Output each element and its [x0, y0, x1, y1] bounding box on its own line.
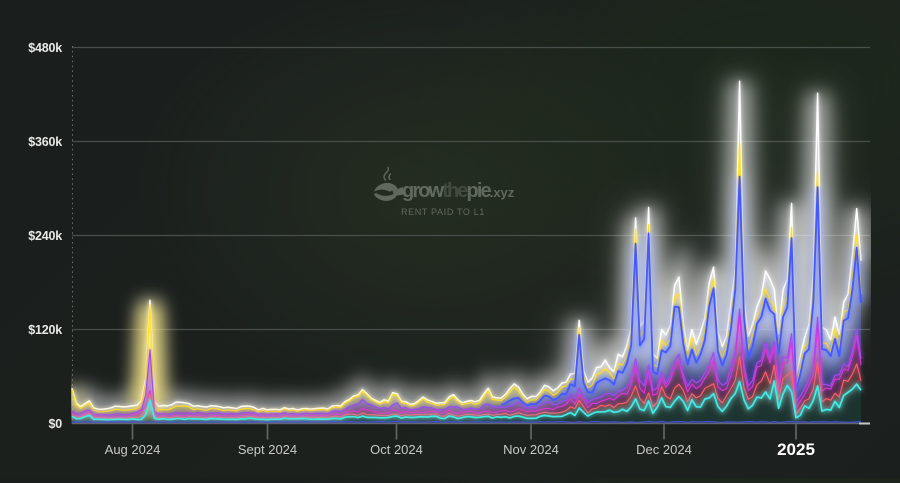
svg-text:Aug 2024: Aug 2024 [105, 442, 161, 457]
svg-text:$0: $0 [48, 417, 62, 431]
svg-text:growthepie.xyz: growthepie.xyz [402, 180, 515, 202]
svg-text:$240k: $240k [28, 229, 62, 243]
svg-text:$360k: $360k [28, 135, 62, 149]
svg-text:Oct 2024: Oct 2024 [370, 442, 423, 457]
svg-text:Nov 2024: Nov 2024 [503, 442, 559, 457]
svg-text:$120k: $120k [28, 323, 62, 337]
svg-text:Dec 2024: Dec 2024 [636, 442, 692, 457]
svg-text:$480k: $480k [28, 41, 62, 55]
svg-text:RENT PAID TO L1: RENT PAID TO L1 [401, 207, 485, 217]
svg-text:Sept 2024: Sept 2024 [238, 442, 297, 457]
svg-text:2025: 2025 [777, 440, 815, 459]
